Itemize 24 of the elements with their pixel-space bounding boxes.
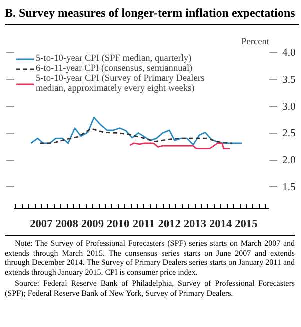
y-tick-label: 2.0 <box>282 156 296 167</box>
x-tick-label: 2009 <box>81 218 104 230</box>
y-tick-label: 3.5 <box>282 74 296 86</box>
legend-label: 5-to-10-year CPI (Survey of Primary Dealers median, approximately every eight weeks) <box>36 74 205 94</box>
y-axis-title: Percent <box>242 38 270 48</box>
y-tick-label: 4.0 <box>282 48 296 59</box>
source-note: Source: Federal Reserve Bank of Philadelphia, Survey of Professional Forecasters (SPF); Federal Reserve Bank of New York, Survey of Primary Dealers. <box>5 279 295 299</box>
x-tick-label: 2014 <box>209 218 232 230</box>
x-tick-label: 2013 <box>184 218 207 230</box>
y-tick-label: 2.5 <box>282 128 296 140</box>
x-tick-label: 2007 <box>30 218 54 230</box>
x-tick-label: 2012 <box>158 218 182 230</box>
x-tick-label: 2015 <box>235 218 258 230</box>
chart-title: B. Survey measures of longer-term inflation expectations <box>5 5 296 22</box>
x-tick-label: 2010 <box>106 218 130 230</box>
x-tick-label: 2011 <box>132 218 156 230</box>
x-tick-label: 2008 <box>56 218 79 230</box>
legend-label: 5-to-10-year CPI (SPF median, quarterly) <box>36 54 192 64</box>
y-tick-label: 3.0 <box>282 102 296 113</box>
line-series <box>30 116 243 146</box>
legend-label: 6-to-11-year CPI (consensus, semiannual) <box>36 64 193 74</box>
text: Note: The Survey of Professional Forecasters (SPF) series starts on March 2007 and extends through March 2015. The consensus series starts on June 2007 and extends through December 2014. The Survey of Primary Dealers series starts on January 2011 and extends through January 2015. CPI is consumer price index. <box>5 239 295 278</box>
y-tick-label: 1.5 <box>282 182 296 194</box>
line-series <box>39 128 234 144</box>
